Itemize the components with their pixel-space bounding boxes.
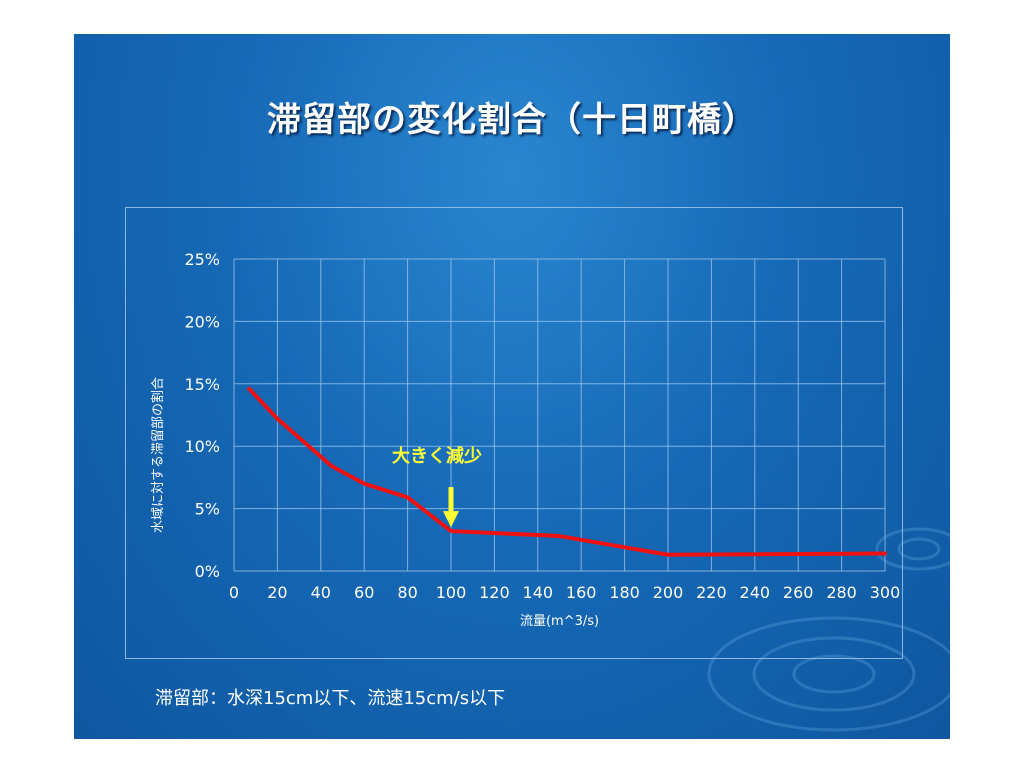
x-tick-label: 180 [609, 583, 640, 602]
x-tick-label: 80 [397, 583, 417, 602]
y-tick-label: 0% [195, 562, 220, 581]
x-tick-label: 220 [696, 583, 727, 602]
x-tick-label: 140 [523, 583, 554, 602]
y-tick-label: 25% [184, 250, 220, 269]
x-tick-label: 100 [436, 583, 467, 602]
y-tick-label: 20% [184, 312, 220, 331]
x-tick-label: 300 [870, 583, 901, 602]
line-chart: 0% 5% 10% 15% 20% 25% 0 20 40 60 80 100 120 140 160 180… [150, 250, 900, 629]
chart-grid [233, 258, 886, 572]
series-line [247, 386, 887, 557]
x-tick-label: 60 [354, 583, 374, 602]
slide-title: 滞留部の変化割合（十日町橋） [267, 100, 757, 140]
arrow-shaft [448, 487, 454, 514]
x-tick-label: 260 [783, 583, 814, 602]
y-tick-label: 5% [195, 500, 220, 519]
y-tick-label: 15% [184, 375, 220, 394]
x-axis-label: 流量(m^3/s) [520, 614, 599, 629]
x-tick-label: 240 [740, 583, 771, 602]
arrow-head [443, 511, 459, 528]
footnote-text: 滞留部：水深15cm以下、流速15cm/s以下 [155, 688, 506, 709]
chart-frame [125, 207, 903, 659]
x-tick-label: 280 [826, 583, 857, 602]
y-axis-label: 水域に対する滞留部の割合 [150, 377, 166, 533]
slide-background: 滞留部の変化割合（十日町橋） 0% 5% 10% 15% 20% 25% 0 20 40 60 80… [74, 34, 950, 739]
ripple-decoration [707, 527, 950, 732]
annotation-arrow [443, 487, 459, 528]
x-tick-label: 0 [229, 583, 239, 602]
x-tick-label: 120 [479, 583, 510, 602]
annotation-label: 大きく減少 [392, 446, 482, 467]
x-tick-label: 200 [653, 583, 684, 602]
x-tick-label: 160 [566, 583, 597, 602]
x-tick-label: 20 [267, 583, 287, 602]
y-tick-label: 10% [184, 437, 220, 456]
chart-series [247, 386, 887, 557]
chart-ticks: 0% 5% 10% 15% 20% 25% 0 20 40 60 80 100 120 140 160 180… [184, 250, 900, 602]
x-tick-label: 40 [311, 583, 331, 602]
